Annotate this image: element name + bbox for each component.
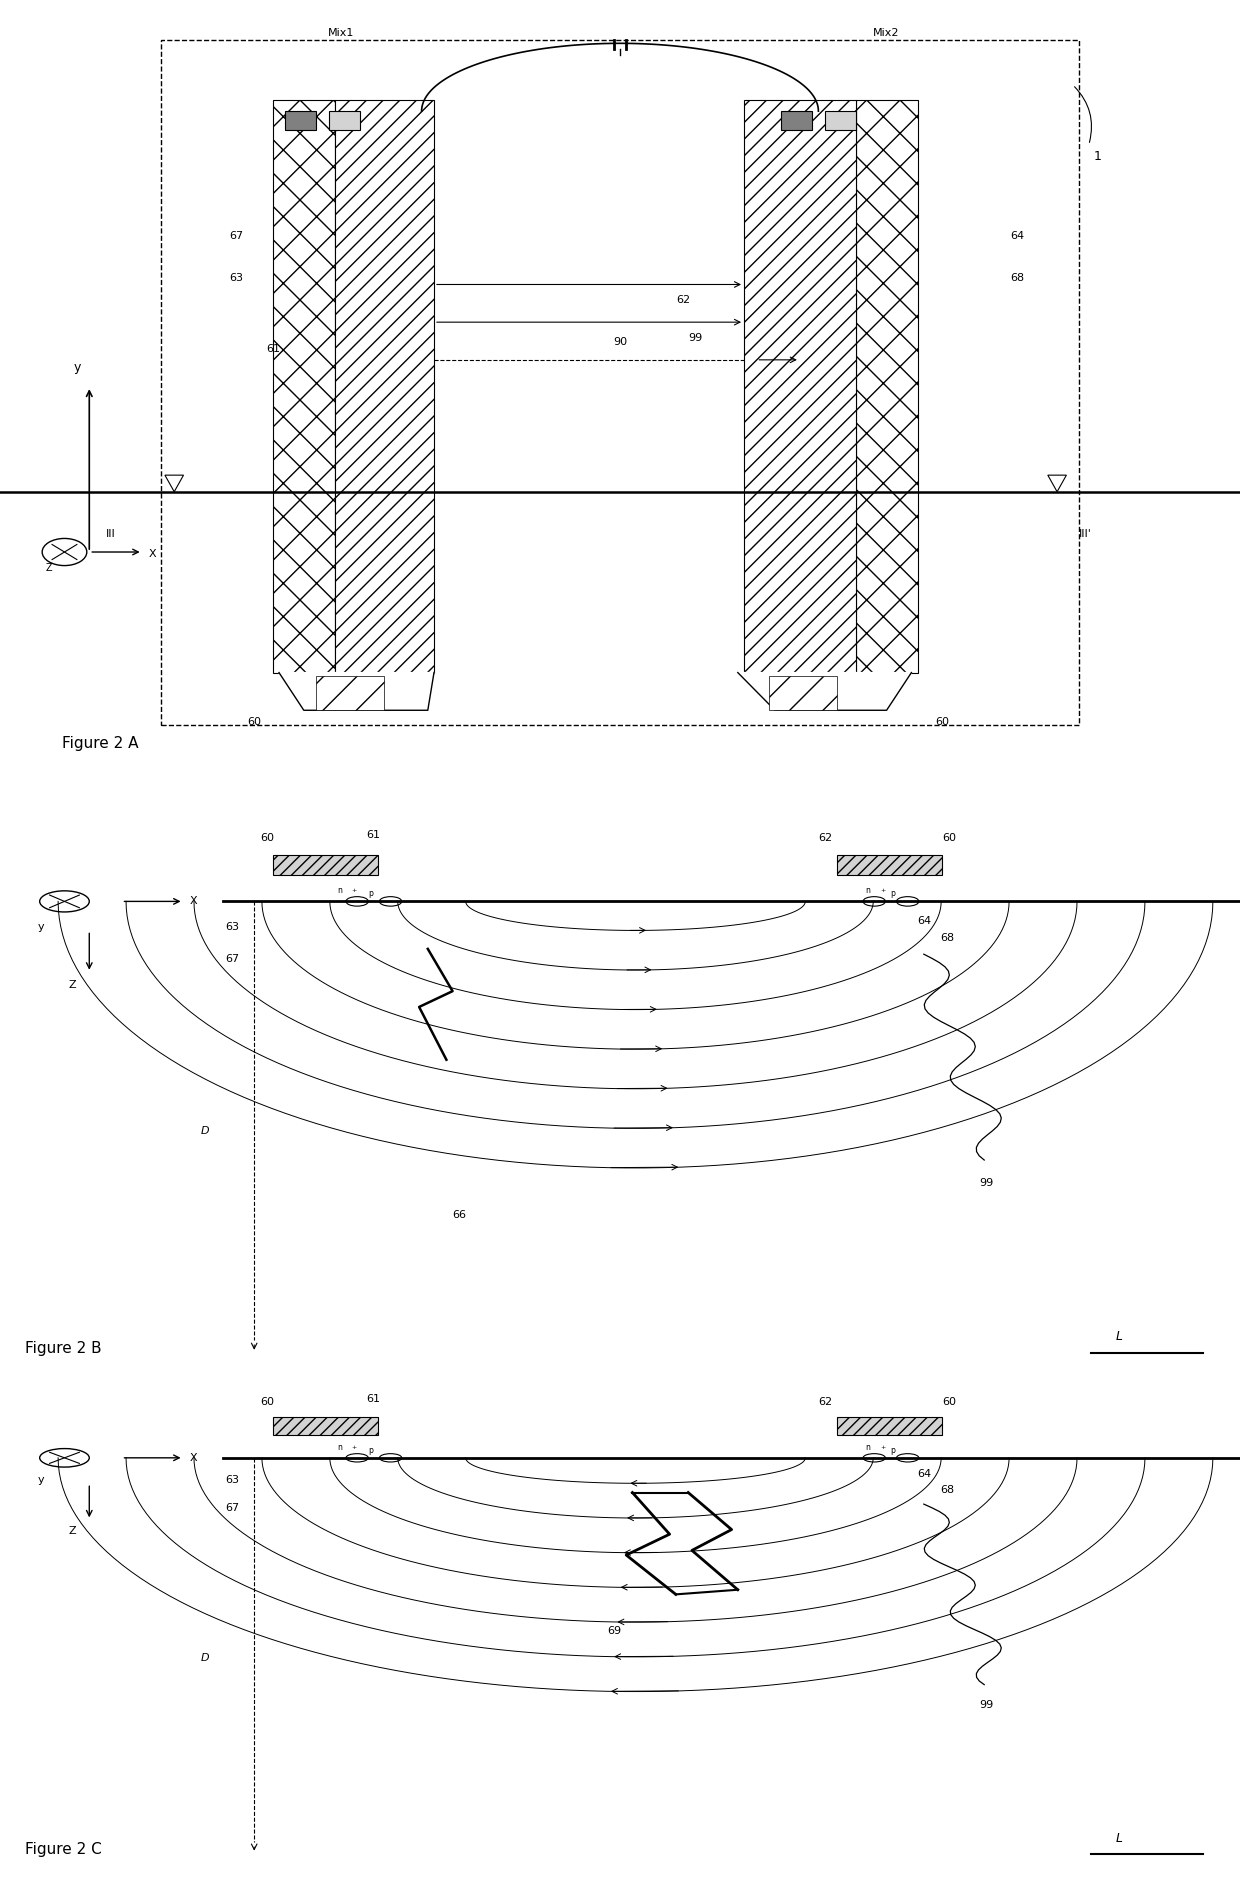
Bar (285, 111, 316, 130)
Text: X: X (190, 1453, 197, 1462)
Text: +: + (351, 1445, 356, 1451)
Text: Mix1: Mix1 (327, 28, 355, 38)
Text: 60: 60 (260, 833, 274, 842)
Text: 60: 60 (942, 1396, 956, 1407)
Text: 60: 60 (942, 833, 956, 842)
Text: 1: 1 (1094, 151, 1101, 164)
Text: +: + (880, 887, 885, 893)
Text: 60: 60 (935, 716, 950, 727)
Text: 66: 66 (453, 1210, 466, 1221)
Text: 90: 90 (613, 337, 627, 347)
Text: p: p (890, 889, 895, 899)
Text: 69: 69 (608, 1626, 621, 1635)
Text: n: n (337, 885, 342, 895)
Bar (837, 855, 942, 874)
Text: 63: 63 (229, 273, 243, 283)
Bar (316, 676, 384, 710)
Text: Figure 2 B: Figure 2 B (25, 1341, 102, 1356)
Text: 63: 63 (226, 1475, 239, 1485)
Text: Z: Z (46, 563, 52, 573)
Text: 64: 64 (918, 916, 931, 925)
Bar (273, 1417, 378, 1436)
Text: 62: 62 (818, 833, 832, 842)
Text: L: L (1116, 1831, 1123, 1844)
Text: 68: 68 (940, 1485, 954, 1494)
Text: 68: 68 (1011, 273, 1024, 283)
Text: 67: 67 (226, 953, 239, 965)
Text: 99: 99 (980, 1178, 993, 1189)
Text: 67: 67 (226, 1503, 239, 1513)
Text: 60: 60 (247, 716, 262, 727)
Text: Z: Z (68, 980, 76, 991)
Text: Figure 2 C: Figure 2 C (25, 1841, 102, 1856)
Text: 61: 61 (267, 345, 280, 354)
Text: n: n (337, 1443, 342, 1453)
Text: D: D (201, 1125, 210, 1136)
Text: n: n (866, 885, 870, 895)
Text: 62: 62 (818, 1396, 832, 1407)
Polygon shape (738, 673, 911, 710)
Text: X: X (190, 897, 197, 906)
Bar (161, 40, 1079, 725)
Text: p: p (368, 1447, 373, 1454)
Bar (329, 111, 360, 130)
Text: y: y (73, 362, 81, 375)
Text: III: III (105, 529, 115, 539)
Text: p: p (890, 1447, 895, 1454)
Text: n: n (866, 1443, 870, 1453)
Text: 67: 67 (229, 232, 243, 241)
Text: 64: 64 (1011, 232, 1024, 241)
Text: y: y (37, 923, 43, 933)
Text: 68: 68 (940, 933, 954, 944)
Text: Z: Z (68, 1526, 76, 1535)
Bar (273, 855, 378, 874)
Text: 99: 99 (980, 1699, 993, 1711)
Text: 61: 61 (366, 1394, 379, 1404)
Text: +: + (351, 887, 356, 893)
Text: 99: 99 (688, 333, 702, 343)
Bar (335, 100, 434, 673)
Text: Mix2: Mix2 (873, 28, 900, 38)
Bar (825, 111, 856, 130)
Polygon shape (279, 673, 434, 710)
Bar (769, 676, 837, 710)
Text: 60: 60 (260, 1396, 274, 1407)
Text: 62: 62 (676, 296, 689, 305)
Bar (781, 111, 812, 130)
Text: X: X (149, 548, 156, 558)
Text: D: D (201, 1654, 210, 1664)
Text: L: L (1116, 1330, 1123, 1343)
Text: +: + (880, 1445, 885, 1451)
Text: 64: 64 (918, 1470, 931, 1479)
Bar (744, 100, 856, 673)
Text: y: y (37, 1475, 43, 1485)
Bar (856, 100, 918, 673)
Polygon shape (1048, 475, 1066, 492)
Bar (273, 100, 335, 673)
Bar (837, 1417, 942, 1436)
Text: Figure 2 A: Figure 2 A (62, 737, 139, 752)
Text: 61: 61 (366, 831, 379, 840)
Text: III': III' (1079, 529, 1091, 539)
Text: p: p (368, 889, 373, 899)
Text: 63: 63 (226, 923, 239, 933)
Polygon shape (165, 475, 184, 492)
